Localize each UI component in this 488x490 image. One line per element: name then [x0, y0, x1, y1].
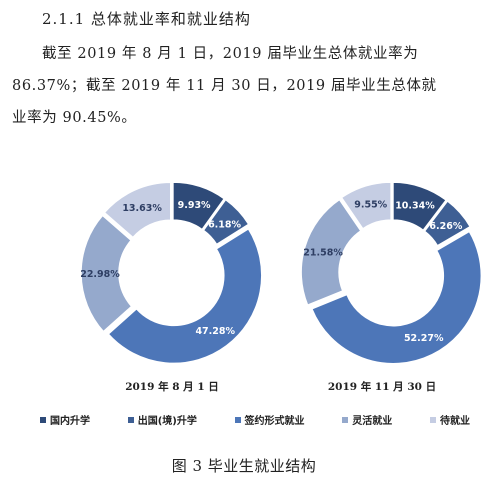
- chart-2-slice-5-label: 9.55%: [354, 200, 387, 211]
- chart-2-title: 2019 年 11 月 30 日: [328, 380, 436, 393]
- legend-label: 待就业: [439, 416, 470, 427]
- legend-item-3: 签约形式就业: [234, 412, 305, 427]
- legend-label: 出国(境)升学: [137, 416, 197, 427]
- chart-1-slice-3: [107, 227, 263, 365]
- legend-swatch: [234, 416, 241, 423]
- legend-swatch: [40, 416, 46, 423]
- chart-1-slice-5-label: 13.63%: [122, 203, 162, 214]
- legend-label: 国内升学: [50, 416, 90, 427]
- legend-item-4: 灵活就业: [342, 412, 392, 427]
- chart-1-slice-5: [103, 181, 172, 239]
- chart-1-title: 2019 年 8 月 1 日: [125, 380, 219, 393]
- paragraph-line-2: 86.37%；截至 2019 年 11 月 30 日，2019 届毕业生总体就: [12, 78, 437, 94]
- chart-2-slice-3-label: 52.27%: [404, 333, 444, 344]
- chart-2-slice-4-label: 21.58%: [303, 248, 343, 259]
- chart-2-slice-2-label: 6.26%: [429, 221, 462, 232]
- chart-legend: 国内升学 出国(境)升学 签约形式就业 灵活就业 待就业: [40, 412, 470, 427]
- chart-1-slice-2: [202, 198, 250, 246]
- legend-item-2: 出国(境)升学: [127, 412, 197, 427]
- chart-2-slice-1: [392, 181, 448, 232]
- chart-2-slice-4: [300, 198, 362, 307]
- chart-2-slice-3: [310, 230, 483, 365]
- chart-1-slice-1-label: 9.93%: [178, 200, 211, 211]
- legend-item-5: 待就业: [429, 412, 470, 427]
- figure-caption: 图 3 毕业生就业结构: [171, 457, 317, 475]
- chart-2-slice-5: [340, 181, 392, 230]
- chart-2-slice-2: [423, 199, 472, 247]
- chart-2-slice-1-label: 10.34%: [395, 200, 435, 211]
- legend-label: 灵活就业: [352, 416, 393, 427]
- donut-charts: 9.93% 6.18% 47.28% 22.98% 13.63% 2019 年 8 月 1…: [80, 181, 483, 393]
- legend-swatch: [342, 416, 349, 423]
- legend-swatch: [127, 416, 134, 423]
- paragraph-line-1: 截至 2019 年 8 月 1 日，2019 届毕业生总体就业率为: [42, 46, 419, 62]
- chart-1-slice-1: [172, 181, 226, 231]
- chart-1-slice-4: [80, 214, 133, 333]
- section-heading: 2.1.1 总体就业率和就业结构: [42, 10, 251, 28]
- paragraph-line-3: 业率为 90.45%。: [12, 110, 137, 126]
- chart-1-slice-3-label: 47.28%: [195, 326, 235, 337]
- legend-swatch: [429, 416, 436, 423]
- legend-label: 签约形式就业: [244, 416, 305, 427]
- chart-1-slice-2-label: 6.18%: [208, 219, 241, 230]
- legend-item-1: 国内升学: [40, 412, 90, 427]
- chart-1-slice-4-label: 22.98%: [80, 269, 120, 280]
